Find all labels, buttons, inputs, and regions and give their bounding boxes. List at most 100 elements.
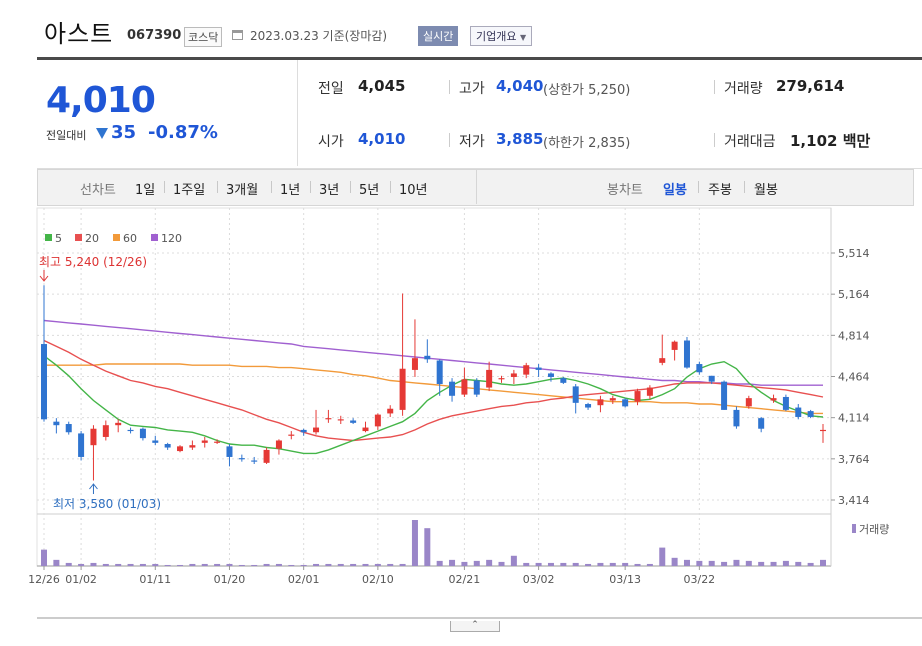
volume-bar xyxy=(585,563,592,566)
candle-monthly[interactable]: 월봉 xyxy=(754,183,778,198)
volume-bar xyxy=(78,563,85,566)
low-arrowhead xyxy=(89,483,98,490)
volume-bar xyxy=(164,564,171,566)
high-annotation: 최고 5,240 (12/26) xyxy=(39,255,147,269)
volume-bar xyxy=(782,560,789,566)
volume-bars: 거래량 xyxy=(41,520,889,566)
volume-bar xyxy=(387,563,394,566)
candle-body xyxy=(708,375,715,382)
volume-bar xyxy=(795,561,802,566)
chevron-down-icon: ▼ xyxy=(519,33,527,42)
period-3m[interactable]: 3개월 xyxy=(226,183,259,198)
volume-bar xyxy=(696,560,703,566)
candle-body xyxy=(486,369,493,388)
volume-bar xyxy=(139,563,146,566)
candle-weekly[interactable]: 주봉 xyxy=(708,183,732,198)
moving-average-lines xyxy=(43,319,824,455)
period-3y[interactable]: 3년 xyxy=(319,183,340,198)
candle-body xyxy=(325,418,332,420)
legend-swatch xyxy=(113,234,120,241)
amount-label: 거래대금 xyxy=(724,134,776,150)
volume-bar xyxy=(152,563,159,566)
low-label: 저가 xyxy=(459,134,485,150)
candle-body xyxy=(733,409,740,427)
period-1y[interactable]: 1년 xyxy=(280,183,301,198)
candle-body xyxy=(745,398,752,407)
toolbar-sep xyxy=(310,181,311,193)
y-tick-label: 4,464 xyxy=(838,371,870,384)
open-label: 시가 xyxy=(318,134,344,150)
candle-body xyxy=(721,381,728,410)
candle-body xyxy=(90,428,97,446)
ma60-line xyxy=(44,363,823,415)
candles xyxy=(41,285,826,481)
x-tick-label: 03/22 xyxy=(683,573,715,586)
realtime-button[interactable]: 실시간 xyxy=(418,26,459,46)
amount-number: 1,102 xyxy=(790,132,838,150)
candle-body xyxy=(288,434,295,436)
ma5-line xyxy=(43,355,824,455)
volume-bar xyxy=(449,559,456,566)
header-divider xyxy=(37,57,922,60)
volume-bar xyxy=(362,563,369,566)
down-triangle-icon xyxy=(96,128,108,139)
candle-body xyxy=(78,433,85,457)
volume-bar xyxy=(721,561,728,566)
period-1w[interactable]: 1주일 xyxy=(173,183,206,198)
volume-bar xyxy=(486,559,493,566)
candle-body xyxy=(820,429,826,432)
candle-body xyxy=(399,368,406,410)
x-tick-label: 03/02 xyxy=(523,573,555,586)
candle-body xyxy=(238,458,245,460)
period-1d[interactable]: 1일 xyxy=(135,183,156,198)
volume-bar xyxy=(251,564,258,566)
period-10y[interactable]: 10년 xyxy=(399,183,428,198)
volume-bar xyxy=(337,563,344,566)
stat-divider xyxy=(714,133,715,147)
candle-body xyxy=(189,445,196,448)
volume-bar xyxy=(127,563,134,566)
candle-body xyxy=(572,386,579,403)
candle-body xyxy=(362,427,369,432)
candle-body xyxy=(177,446,184,452)
chart-toolbar xyxy=(37,169,914,206)
candle-body xyxy=(696,364,703,373)
high-value: 4,040 xyxy=(496,77,544,95)
change-label: 전일대비 xyxy=(46,129,87,142)
candle-body xyxy=(498,378,505,380)
candle-body xyxy=(65,424,72,433)
volume-bar xyxy=(411,520,418,566)
y-tick-label: 3,764 xyxy=(838,453,870,466)
volume-bar xyxy=(671,557,678,566)
candle-body xyxy=(275,440,282,449)
candle-body xyxy=(115,422,122,426)
toolbar-sep xyxy=(390,181,391,193)
candle-body xyxy=(300,429,307,433)
y-tick-label: 3,414 xyxy=(838,494,870,507)
volume-bar xyxy=(226,563,233,566)
volume-bar xyxy=(177,564,184,566)
x-tick-label: 12/26 xyxy=(28,573,60,586)
ma120-line xyxy=(43,319,823,386)
date-text: 2023.03.23 xyxy=(250,29,319,43)
annotations: 최고 5,240 (12/26) 최저 3,580 (01/03) xyxy=(39,255,161,511)
period-5y[interactable]: 5년 xyxy=(359,183,380,198)
volume-legend-swatch xyxy=(852,524,856,533)
stat-divider xyxy=(449,80,450,94)
collapse-button[interactable]: ⌃ xyxy=(450,621,500,632)
toolbar-sep xyxy=(744,181,745,193)
legend-label: 20 xyxy=(85,232,99,245)
candle-body xyxy=(807,411,814,417)
candle-body xyxy=(436,360,443,385)
volume-bar xyxy=(733,559,740,566)
x-tick-label: 01/20 xyxy=(214,573,246,586)
candle-body xyxy=(226,446,233,457)
candle-body xyxy=(152,440,159,443)
market-badge: 코스닥 xyxy=(184,27,223,47)
volume-bar xyxy=(325,563,332,566)
company-overview-dropdown[interactable]: 기업개요 ▼ xyxy=(470,26,533,46)
toolbar-divider xyxy=(476,170,477,204)
candle-daily[interactable]: 일봉 xyxy=(663,183,687,198)
legend-label: 120 xyxy=(161,232,182,245)
